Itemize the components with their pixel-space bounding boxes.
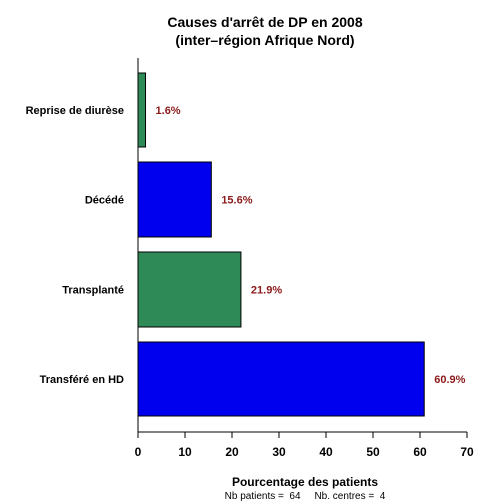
category-label-reprise-de-diurese: Reprise de diurèse	[26, 105, 124, 117]
x-tick-label-40: 40	[319, 445, 333, 459]
x-ticks-group: 0 10 20 30 40 50 60 70	[135, 432, 474, 459]
x-tick-label-0: 0	[135, 445, 142, 459]
x-tick-label-20: 20	[225, 445, 239, 459]
category-label-transfere-en-hd: Transféré en HD	[40, 374, 124, 386]
bars-group	[137, 72, 425, 417]
category-labels-group: Reprise de diurèse Décédé Transplanté Trans…	[26, 105, 124, 386]
data-label-transfere-en-hd: 60.9%	[434, 374, 465, 386]
bar-transplante	[137, 251, 242, 328]
category-label-transplante: Transplanté	[62, 285, 124, 297]
data-labels-group: 1.6% 15.6% 21.9% 60.9%	[156, 105, 466, 386]
data-label-decede: 15.6%	[221, 195, 252, 207]
x-tick-label-50: 50	[366, 445, 380, 459]
x-tick-label-30: 30	[272, 445, 286, 459]
data-label-transplante: 21.9%	[251, 285, 282, 297]
x-tick-label-60: 60	[413, 445, 427, 459]
chart-title-line1: Causes d'arrêt de DP en 2008	[167, 14, 362, 30]
chart-title-line2: (inter–région Afrique Nord)	[175, 32, 354, 48]
x-axis-label: Pourcentage des patients	[232, 475, 378, 489]
x-tick-label-10: 10	[178, 445, 192, 459]
category-label-decede: Décédé	[85, 195, 124, 207]
bar-reprise-de-diurese	[137, 72, 147, 148]
x-tick-label-70: 70	[460, 445, 474, 459]
bar-decede	[137, 161, 212, 238]
data-label-reprise-de-diurese: 1.6%	[156, 105, 181, 117]
footnote: Nb patients = 64 Nb. centres = 4	[225, 491, 386, 502]
bar-transfere-en-hd	[137, 341, 425, 417]
